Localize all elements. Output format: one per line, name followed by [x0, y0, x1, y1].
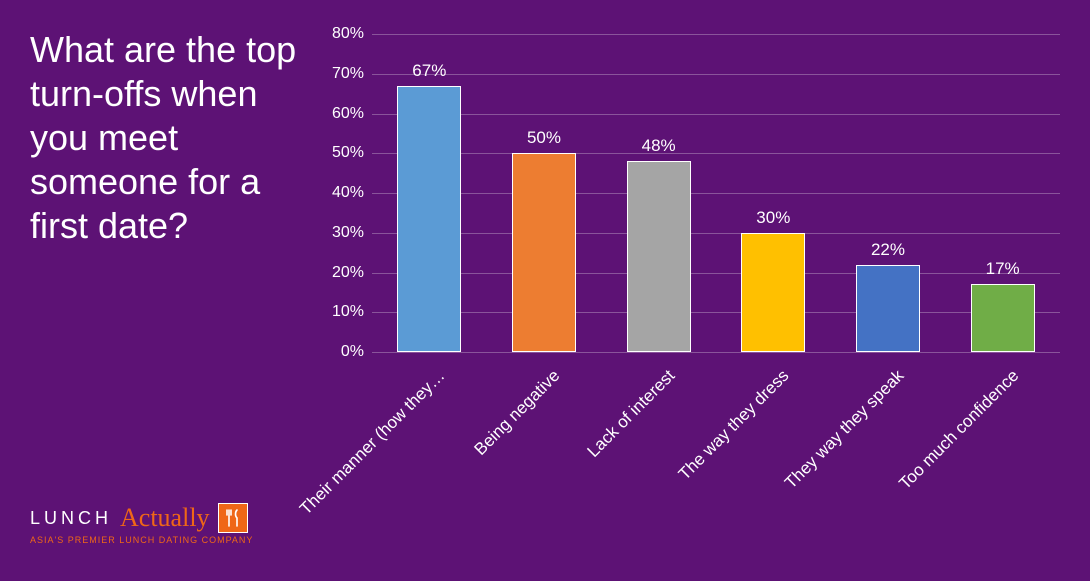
y-axis-label: 20% [306, 264, 364, 282]
gridline [372, 193, 1060, 194]
gridline [372, 34, 1060, 35]
logo-word2: Actually [120, 503, 210, 533]
logo-tagline: ASIA'S PREMIER LUNCH DATING COMPANY [30, 535, 253, 545]
y-axis-label: 40% [306, 184, 364, 202]
bar: 48% [627, 161, 691, 352]
bar: 67% [397, 86, 461, 352]
bar-value-label: 48% [642, 136, 676, 156]
gridline [372, 114, 1060, 115]
gridline [372, 273, 1060, 274]
bar-value-label: 67% [412, 61, 446, 81]
y-axis-label: 0% [306, 343, 364, 361]
page-title: What are the top turn-offs when you meet… [30, 28, 310, 248]
gridline [372, 74, 1060, 75]
bar-value-label: 22% [871, 240, 905, 260]
bar-value-label: 50% [527, 128, 561, 148]
fork-spoon-icon [218, 503, 248, 533]
gridline [372, 153, 1060, 154]
logo-word1: LUNCH [30, 508, 112, 529]
y-axis-label: 60% [306, 105, 364, 123]
y-axis-label: 80% [306, 25, 364, 43]
y-axis-label: 70% [306, 65, 364, 83]
y-axis-label: 50% [306, 144, 364, 162]
brand-logo: LUNCH Actually ASIA'S PREMIER LUNCH DATI… [30, 503, 253, 545]
gridline [372, 233, 1060, 234]
y-axis-label: 30% [306, 224, 364, 242]
y-axis-label: 10% [306, 303, 364, 321]
bar-value-label: 30% [756, 208, 790, 228]
bar-chart: 0% 10% 20% 30% 40% 50% 60% 70% 80% 67% 50% 48% 30% 2… [306, 20, 1066, 560]
